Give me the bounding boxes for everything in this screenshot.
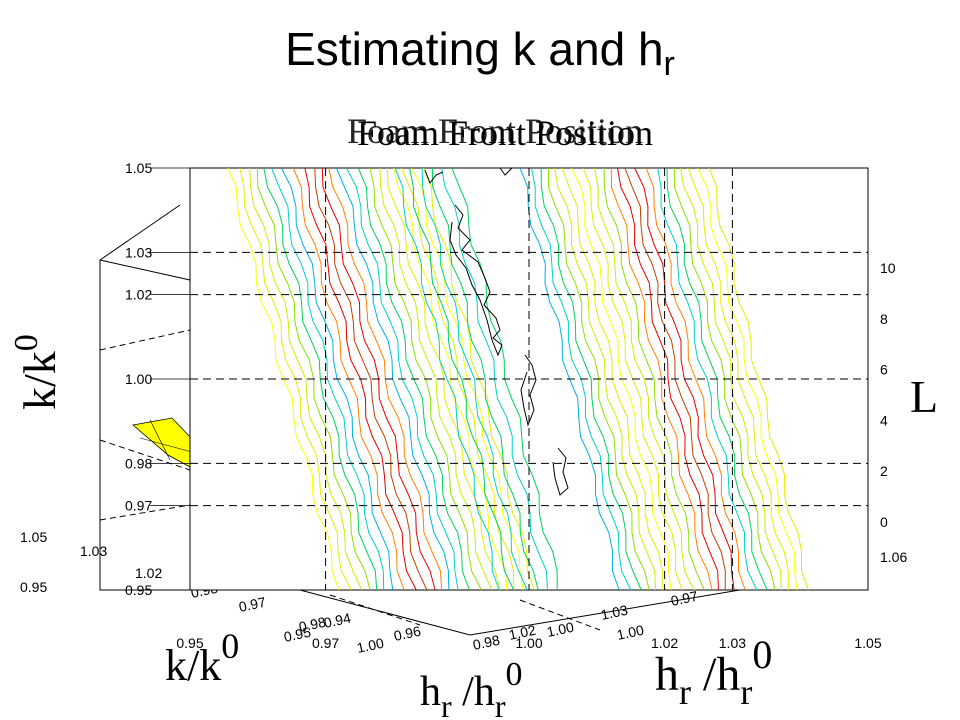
back-y-axis-label: k/k0	[165, 626, 239, 690]
chart-title-overlap: Foam Front Position	[347, 111, 643, 151]
x-tick-label: 1.00	[515, 635, 542, 651]
slide-title: Estimating k and hr	[0, 22, 960, 84]
grid-lines	[190, 168, 868, 590]
contour-line	[421, 167, 528, 591]
back-3d-tick-label: 0.95	[20, 579, 47, 595]
back-3d-tick-label: 1.03	[599, 602, 629, 623]
back-3d-tick-label: 1.00	[615, 622, 645, 643]
back-3d-tick-label: 1.05	[20, 529, 47, 545]
back-3d-edge	[99, 259, 191, 281]
y-tick-label: 0.97	[125, 498, 152, 514]
z-tick-label: 0	[880, 514, 888, 530]
z-tick-label: 2	[880, 463, 888, 479]
chart-title: Foam Front Position	[357, 113, 653, 153]
contour-line	[657, 167, 758, 591]
z-tick-label: 6	[880, 362, 888, 378]
contour-line	[554, 167, 656, 591]
contour-line	[394, 167, 500, 591]
black-contour	[424, 169, 444, 185]
y-tick-label: 1.02	[125, 287, 152, 303]
back-3d-edge	[99, 204, 181, 261]
back-3d-tick-label: 0.98	[471, 632, 501, 653]
back-3d-tick-label: 1.03	[80, 543, 107, 559]
z-axis-label: L	[910, 371, 938, 422]
z-tick-label: 10	[880, 260, 896, 276]
contour-line	[379, 167, 493, 591]
contour-line	[603, 167, 705, 591]
z-tick-label: 8	[880, 311, 888, 327]
contour-line	[249, 167, 363, 591]
back-3d-edge	[99, 504, 191, 521]
contour-line	[409, 167, 515, 591]
back-3d-tick-label: 1.00	[545, 619, 575, 640]
contour-line	[697, 167, 798, 591]
y-axis-label: k/k0	[8, 334, 65, 410]
back-3d-edge	[519, 599, 601, 631]
x-tick-label: 1.05	[854, 635, 881, 651]
y-tick-label: 1.00	[125, 371, 152, 387]
contour-line	[431, 167, 539, 591]
y-tick-label: 1.03	[125, 244, 152, 260]
contour-line	[617, 167, 719, 591]
contour-line	[540, 167, 642, 591]
y-tick-label: 1.05	[125, 160, 152, 176]
back-3d-axis-right	[299, 584, 771, 636]
back-3d-tick-label: 0.98	[297, 614, 327, 635]
x-tick-label: 1.03	[719, 635, 746, 651]
z-tick-label: 4	[880, 412, 888, 428]
slide-title-subscript: r	[663, 45, 675, 83]
back-3d-tick-label: 0.94	[322, 610, 352, 631]
x-tick-label: 0.95	[176, 635, 203, 651]
back-3d-tick-label: 0.97	[237, 594, 267, 615]
contour-line	[708, 167, 809, 591]
black-contours	[424, 167, 569, 496]
back-3d-edge	[99, 439, 191, 471]
black-contour	[499, 167, 513, 176]
x-axis-label: hr /hr0	[655, 632, 772, 712]
back-3d-edge	[99, 329, 191, 351]
black-contour	[449, 204, 503, 357]
back-3d-mesh	[149, 419, 171, 461]
back-3d-tick-label: 0.95	[282, 624, 312, 645]
back-x-axis-label: hr /hr0	[420, 656, 522, 720]
back-3d-mesh	[139, 437, 193, 453]
back-3d-tick-label: 0.96	[392, 623, 422, 644]
black-contour	[520, 354, 537, 427]
contour-line	[594, 167, 695, 591]
x-tick-label: 1.02	[651, 635, 678, 651]
back-3d-tick-label: 1.00	[355, 635, 385, 656]
back-3d-edge	[329, 594, 421, 626]
slide-title-main: Estimating k and h	[285, 23, 664, 75]
back-3d-tick-label: 1.02	[135, 565, 162, 581]
y-tick-label: 0.95	[125, 582, 152, 598]
y-tick-label: 0.98	[125, 455, 152, 471]
contour-line	[314, 167, 428, 591]
back-3d-tick-label: 1.06	[880, 549, 907, 565]
back-3d-tick-label: 0.97	[669, 588, 699, 609]
contour-line	[645, 167, 746, 591]
x-tick-label: 0.97	[312, 635, 339, 651]
back-3d-tick-label: 1.02	[507, 622, 537, 643]
black-contour	[552, 447, 569, 496]
